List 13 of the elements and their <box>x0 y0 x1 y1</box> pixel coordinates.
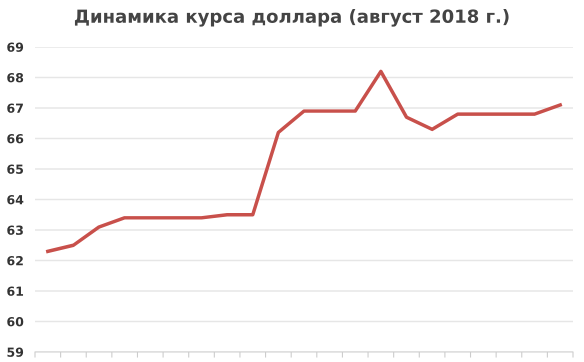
y-tick-label: 65 <box>7 164 24 174</box>
y-tick-label: 59 <box>7 347 24 357</box>
y-tick-label: 66 <box>7 134 24 144</box>
y-tick-label: 64 <box>7 194 24 204</box>
y-tick-label: 69 <box>7 42 24 52</box>
y-tick-label: 63 <box>7 225 23 235</box>
y-tick-label: 68 <box>7 72 24 82</box>
y-tick-label: 60 <box>7 316 24 326</box>
y-tick-label: 61 <box>7 286 24 296</box>
line-series <box>46 70 562 254</box>
chart-title: Динамика курса доллара (август 2018 г.) <box>74 9 509 27</box>
y-tick-label: 62 <box>7 256 23 266</box>
y-tick-label: 67 <box>7 103 23 113</box>
